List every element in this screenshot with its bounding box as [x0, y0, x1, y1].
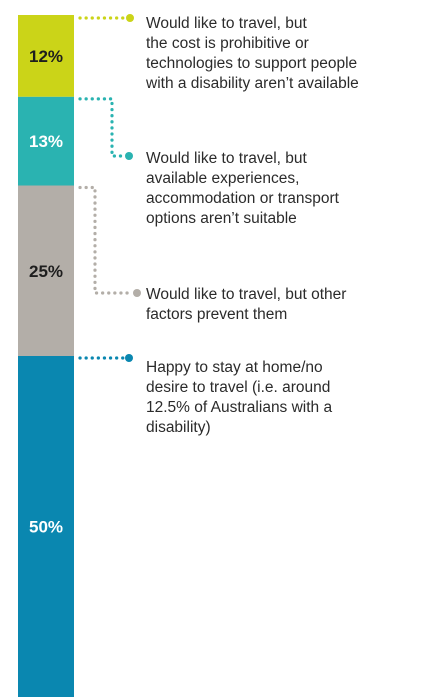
bar-segment-0: [18, 15, 74, 97]
annotation-0-line-0: Would like to travel, but: [146, 15, 308, 32]
annotation-3-line-1: desire to travel (i.e. around: [146, 379, 330, 396]
connector-end-dot-1: [125, 152, 133, 160]
annotation-1-line-2: accommodation or transport: [146, 190, 340, 207]
connector-end-dot-0: [126, 14, 134, 22]
annotation-1-line-1: available experiences,: [146, 170, 299, 187]
connector-1: [78, 97, 126, 158]
bar-segment-3: [18, 356, 74, 697]
annotation-3: Happy to stay at home/no desire to travel…: [146, 359, 332, 436]
annotation-3-line-3: disability): [146, 419, 211, 436]
annotation-1-line-0: Would like to travel, but: [146, 150, 308, 167]
annotation-0-line-1: the cost is prohibitive or: [146, 35, 309, 52]
annotation-2-line-0: Would like to travel, but other: [146, 286, 346, 303]
annotation-1: Would like to travel, but available exper…: [146, 150, 340, 227]
segment-label-0: 12%: [29, 47, 63, 66]
connector-end-dot-2: [133, 289, 141, 297]
segment-label-2: 25%: [29, 262, 63, 281]
annotation-0: Would like to travel, but the cost is pro…: [145, 15, 359, 92]
annotation-3-line-2: 12.5% of Australians with a: [146, 399, 332, 416]
segment-label-1: 13%: [29, 132, 63, 151]
annotation-1-line-3: options aren’t suitable: [146, 210, 297, 227]
bar-segment-2: [18, 185, 74, 356]
annotation-0-line-3: with a disability aren’t available: [145, 75, 359, 92]
annotation-0-line-2: technologies to support people: [146, 55, 357, 72]
connector-2: [78, 185, 134, 295]
connector-end-dot-3: [125, 354, 133, 362]
annotation-2: Would like to travel, but other factors p…: [146, 286, 346, 323]
segment-label-3: 50%: [29, 518, 63, 537]
annotation-2-line-1: factors prevent them: [146, 306, 287, 323]
annotation-3-line-0: Happy to stay at home/no: [146, 359, 323, 376]
bar-segment-1: [18, 96, 74, 186]
